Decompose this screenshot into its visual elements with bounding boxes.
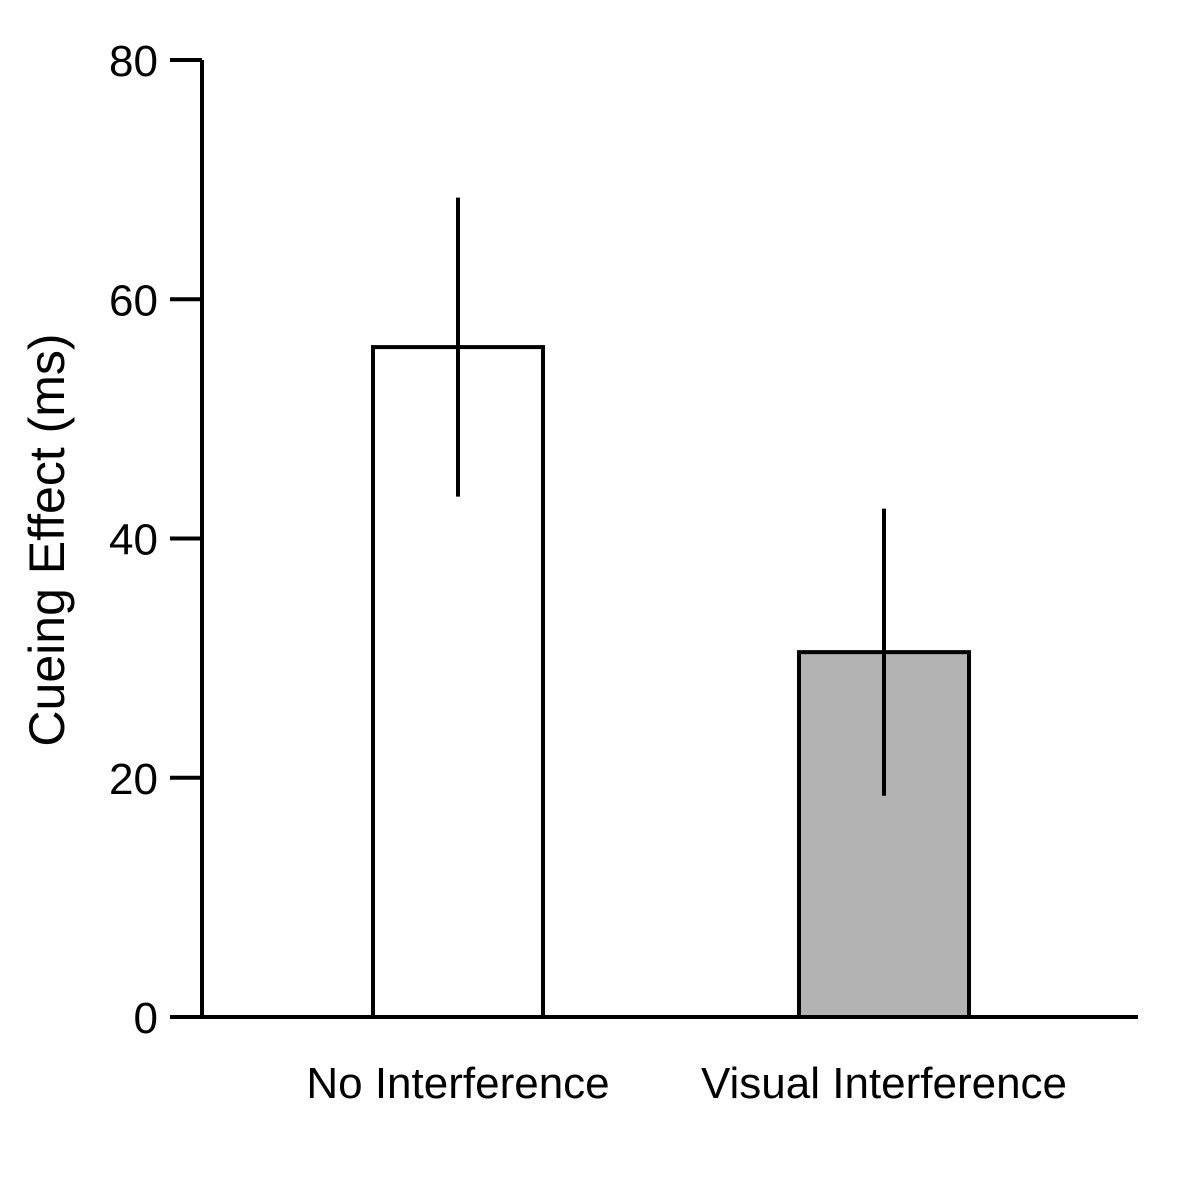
y-tick-label: 80 bbox=[109, 37, 158, 86]
error-bars bbox=[456, 197, 886, 796]
x-axis-labels: No Interference Visual Interference bbox=[306, 1059, 1067, 1108]
y-tick-label: 60 bbox=[109, 276, 158, 325]
y-tick-label: 20 bbox=[109, 755, 158, 804]
y-axis-ticks: 0 20 40 60 80 bbox=[109, 37, 202, 1043]
bars bbox=[371, 345, 971, 1020]
y-tick-label: 40 bbox=[109, 516, 158, 565]
y-axis-title: Cueing Effect (ms) bbox=[19, 333, 75, 746]
x-category-label: Visual Interference bbox=[701, 1059, 1067, 1108]
x-category-label: No Interference bbox=[306, 1059, 609, 1108]
y-tick-label: 0 bbox=[134, 994, 158, 1043]
